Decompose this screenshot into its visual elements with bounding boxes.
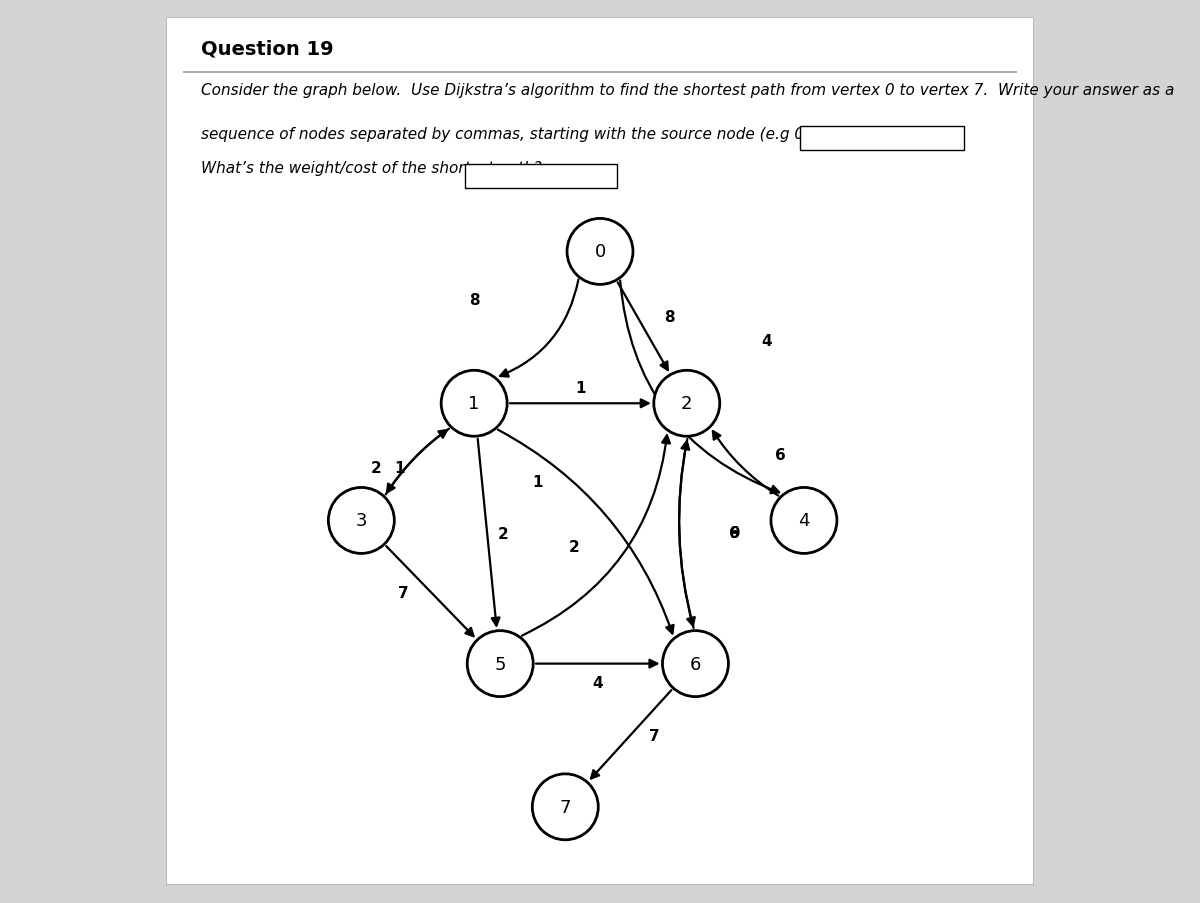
Text: 6: 6: [775, 448, 786, 463]
Text: 7: 7: [559, 798, 571, 816]
Text: Question 19: Question 19: [200, 40, 334, 59]
Text: 2: 2: [682, 395, 692, 413]
Text: 1: 1: [575, 381, 586, 396]
Text: What’s the weight/cost of the shortest path?: What’s the weight/cost of the shortest p…: [200, 161, 541, 176]
Text: 2: 2: [498, 526, 508, 541]
Bar: [184, 72, 1016, 74]
Text: 7: 7: [649, 728, 660, 743]
Circle shape: [770, 488, 836, 554]
Text: 3: 3: [355, 512, 367, 530]
Bar: [799, 126, 965, 151]
Text: 8: 8: [469, 293, 480, 307]
Text: 1: 1: [394, 461, 404, 476]
Text: 6: 6: [730, 526, 740, 541]
Circle shape: [533, 774, 599, 840]
Text: 9: 9: [730, 526, 740, 541]
Text: 1: 1: [468, 395, 480, 413]
Text: 4: 4: [798, 512, 810, 530]
Bar: [466, 164, 617, 189]
Circle shape: [568, 219, 632, 285]
Circle shape: [467, 631, 533, 697]
Text: 1: 1: [533, 474, 544, 489]
Text: 4: 4: [761, 333, 772, 349]
Circle shape: [329, 488, 395, 554]
Text: sequence of nodes separated by commas, starting with the source node (e.g 0,1,2,: sequence of nodes separated by commas, s…: [200, 126, 893, 142]
Text: 0: 0: [594, 243, 606, 261]
Text: Consider the graph below.  Use Dijkstra’s algorithm to find the shortest path fr: Consider the graph below. Use Dijkstra’s…: [200, 83, 1174, 98]
Circle shape: [662, 631, 728, 697]
Text: 4: 4: [593, 675, 604, 691]
Circle shape: [442, 371, 508, 437]
Text: 2: 2: [371, 461, 382, 476]
Text: 5: 5: [494, 655, 506, 673]
Text: 2: 2: [569, 540, 580, 554]
Text: 7: 7: [397, 585, 408, 600]
Circle shape: [654, 371, 720, 437]
Text: 8: 8: [664, 310, 674, 325]
Text: 6: 6: [690, 655, 701, 673]
